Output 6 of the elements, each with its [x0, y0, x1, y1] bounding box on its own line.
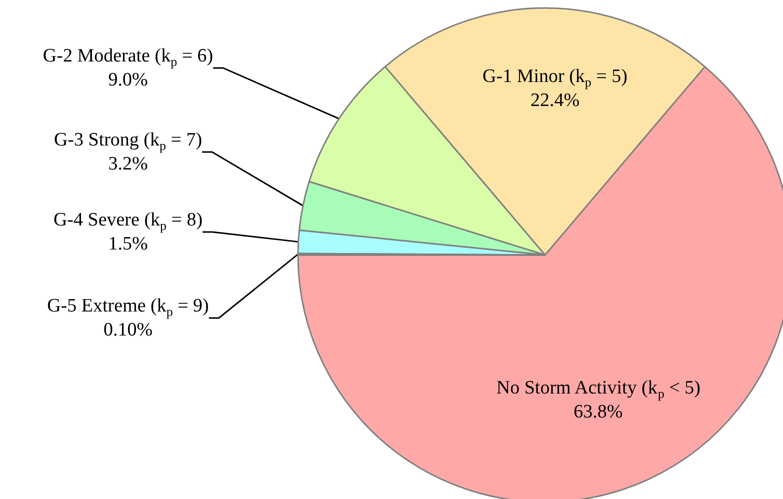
data-label: 3.2% [108, 154, 148, 174]
data-label: 63.8% [574, 401, 623, 422]
data-label: 9.0% [108, 70, 148, 90]
data-label: 1.5% [108, 234, 148, 254]
data-label: 0.10% [103, 320, 153, 340]
data-label: 22.4% [530, 90, 580, 111]
